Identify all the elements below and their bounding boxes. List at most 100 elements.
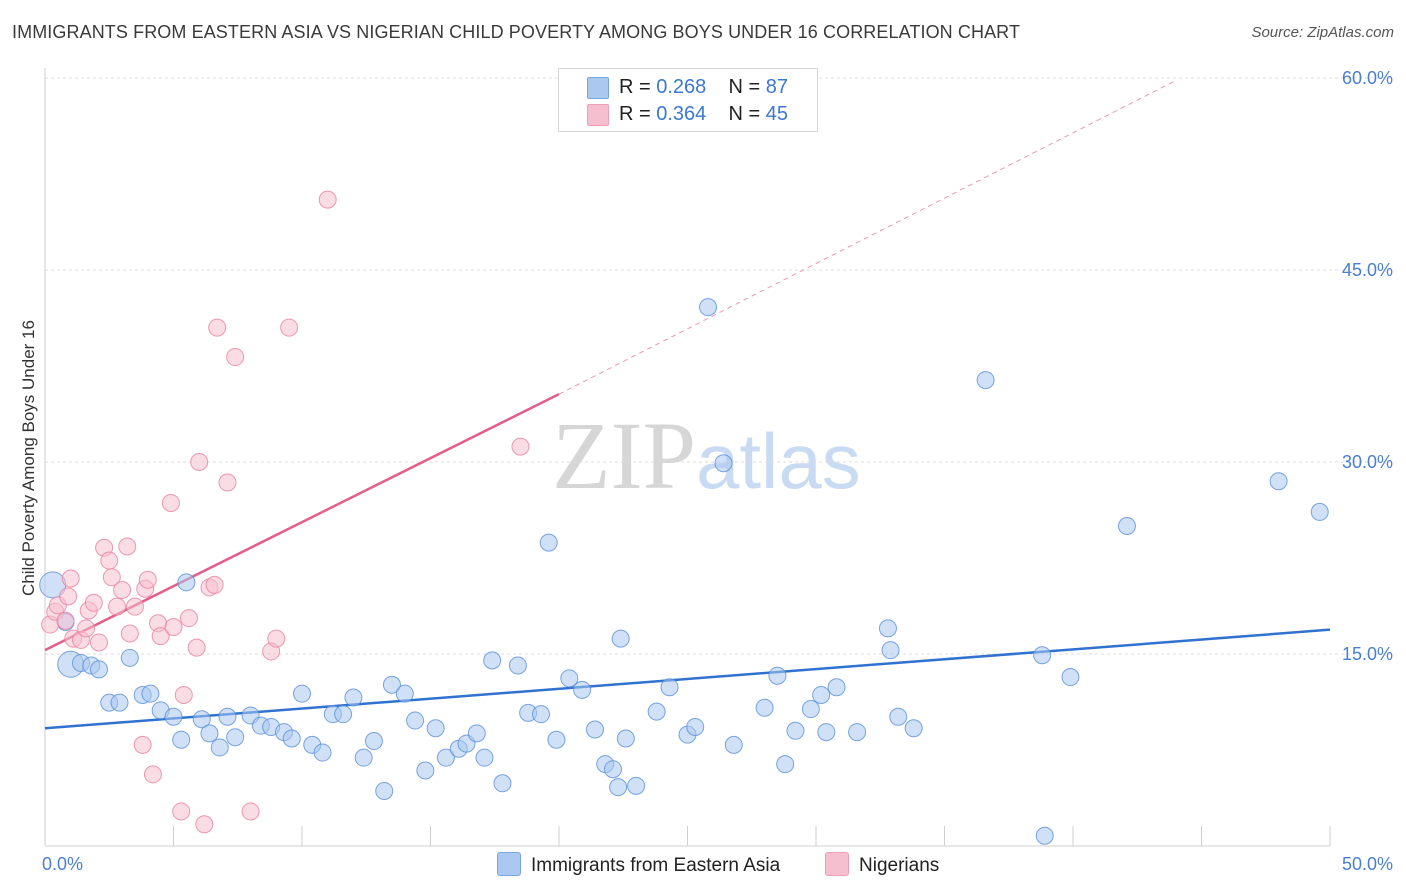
- y-tick-label: 15.0%: [1342, 644, 1393, 664]
- point-immigrants: [699, 298, 718, 317]
- point-immigrants: [493, 774, 512, 793]
- trend-line-immigrants: [44, 628, 1331, 730]
- legend-r-value: 0.268: [656, 76, 707, 98]
- point-immigrants: [226, 728, 245, 747]
- point-nigerians: [77, 619, 96, 638]
- point-nigerians: [118, 537, 137, 556]
- legend-n-value: 45: [765, 103, 789, 125]
- point-immigrants: [313, 743, 332, 762]
- legend-swatch-nigerians: [587, 104, 609, 126]
- point-immigrants: [344, 688, 363, 707]
- point-nigerians: [125, 597, 144, 616]
- point-immigrants: [848, 723, 867, 742]
- y-tick-label: 45.0%: [1342, 260, 1393, 280]
- point-immigrants: [755, 698, 774, 717]
- point-immigrants: [395, 684, 414, 703]
- point-nigerians: [511, 437, 530, 456]
- point-immigrants: [812, 685, 831, 704]
- chart-title: IMMIGRANTS FROM EASTERN ASIA VS NIGERIAN…: [12, 22, 1021, 42]
- point-immigrants: [354, 748, 373, 767]
- point-immigrants: [1061, 668, 1080, 687]
- point-nigerians: [280, 318, 299, 337]
- point-immigrants: [475, 748, 494, 767]
- bottom-legend-swatch-immigrants: [497, 852, 521, 876]
- grid-lines: [45, 77, 1395, 655]
- point-immigrants: [210, 738, 229, 757]
- point-immigrants: [768, 666, 787, 685]
- point-immigrants: [293, 684, 311, 703]
- chart-source: Source: ZipAtlas.com: [1251, 24, 1394, 41]
- point-nigerians: [208, 318, 227, 337]
- watermark-zip: ZIP: [552, 402, 696, 509]
- bottom-legend-immigrants: Immigrants from Eastern Asia: [497, 852, 780, 877]
- point-nigerians: [241, 802, 260, 821]
- point-nigerians: [151, 627, 170, 646]
- trend-extension-nigerians: [558, 80, 1177, 395]
- tick-labels: 15.0% 30.0% 45.0% 60.0% 0.0% 50.0% Child Pover…: [19, 68, 1393, 874]
- point-immigrants: [889, 707, 908, 726]
- legend-n-label: N =: [728, 76, 766, 98]
- x-tick-label: 50.0%: [1342, 854, 1393, 874]
- point-nigerians: [195, 815, 214, 834]
- point-immigrants: [660, 678, 679, 697]
- point-nigerians: [107, 597, 126, 616]
- point-immigrants: [647, 702, 666, 721]
- point-nigerians: [133, 735, 152, 754]
- point-immigrants: [686, 717, 705, 736]
- point-nigerians: [218, 473, 237, 492]
- bottom-legend-label-immigrants: Immigrants from Eastern Asia: [531, 855, 781, 876]
- y-axis-label: Child Poverty Among Boys Under 16: [19, 320, 38, 596]
- point-immigrants: [1269, 472, 1288, 491]
- point-immigrants: [609, 778, 628, 797]
- point-immigrants: [776, 755, 795, 774]
- point-immigrants: [200, 724, 219, 743]
- point-nigerians: [161, 493, 180, 512]
- y-tick-label: 60.0%: [1342, 68, 1393, 88]
- legend: R = 0.268 N = 87 R = 0.364 N = 45: [558, 68, 818, 132]
- point-nigerians: [205, 575, 224, 594]
- point-nigerians: [56, 611, 75, 630]
- y-tick-label: 30.0%: [1342, 452, 1393, 472]
- point-immigrants: [714, 454, 733, 473]
- point-immigrants: [508, 656, 527, 675]
- point-nigerians: [190, 453, 209, 471]
- point-nigerians: [267, 629, 286, 648]
- legend-n-label: N =: [728, 103, 766, 125]
- point-immigrants: [1117, 517, 1136, 535]
- point-nigerians: [143, 765, 162, 784]
- point-immigrants: [141, 684, 160, 703]
- legend-swatch-immigrants: [587, 77, 609, 99]
- point-immigrants: [218, 707, 237, 726]
- point-immigrants: [786, 721, 805, 740]
- point-immigrants: [426, 719, 445, 738]
- point-immigrants: [539, 533, 558, 552]
- point-immigrants: [611, 629, 630, 648]
- point-immigrants: [110, 693, 129, 712]
- point-nigerians: [100, 551, 119, 570]
- point-immigrants: [483, 651, 502, 670]
- point-immigrants: [904, 719, 923, 738]
- point-immigrants: [547, 730, 566, 749]
- legend-r-label: R =: [619, 103, 657, 125]
- point-immigrants: [1033, 646, 1052, 665]
- point-immigrants: [627, 776, 646, 795]
- point-immigrants: [1035, 826, 1054, 845]
- point-nigerians: [59, 587, 78, 606]
- point-immigrants: [532, 705, 551, 724]
- point-immigrants: [282, 729, 301, 748]
- point-immigrants: [416, 761, 435, 780]
- data-points: [39, 190, 1329, 845]
- point-nigerians: [187, 638, 206, 657]
- point-nigerians: [174, 685, 193, 704]
- bottom-legend-swatch-nigerians: [825, 852, 849, 876]
- point-immigrants: [364, 732, 383, 751]
- point-immigrants: [585, 720, 604, 739]
- point-immigrants: [878, 619, 897, 638]
- point-immigrants: [177, 573, 196, 592]
- point-nigerians: [113, 581, 132, 599]
- x-tick-label: 0.0%: [42, 854, 83, 874]
- point-nigerians: [164, 618, 183, 637]
- point-immigrants: [560, 669, 579, 688]
- bottom-legend-nigerians: Nigerians: [825, 852, 939, 877]
